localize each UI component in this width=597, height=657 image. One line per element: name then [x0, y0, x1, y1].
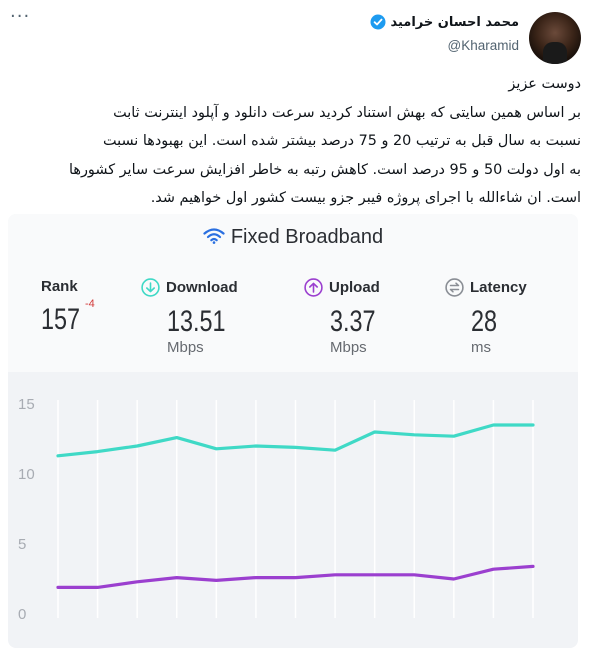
metric-rank: Rank 157 -4 — [41, 278, 95, 337]
download-label: Download — [166, 279, 238, 296]
author-name-row: محمد احسان خرامید — [370, 14, 519, 30]
rank-label: Rank — [41, 278, 78, 295]
rank-delta: -4 — [85, 298, 95, 310]
y-tick-label: 5 — [18, 536, 26, 553]
author-handle[interactable]: @Kharamid — [447, 38, 519, 53]
series-line-upload — [56, 564, 535, 589]
speed-chart[interactable]: 15 10 5 0 — [8, 372, 578, 648]
upload-value: 3.37 — [330, 305, 376, 338]
upload-label: Upload — [329, 279, 380, 296]
y-tick-label: 10 — [18, 466, 35, 483]
author-avatar[interactable] — [529, 12, 581, 64]
metric-download-head: Download — [141, 278, 242, 297]
upload-unit: Mbps — [330, 339, 367, 356]
tweet-author[interactable]: محمد احسان خرامید @Kharamid — [370, 12, 581, 64]
metric-latency-head: Latency — [445, 278, 527, 297]
rank-value: 157 — [41, 303, 81, 336]
tweet-text: دوست عزیز بر اساس همین سایتی که بهش استن… — [69, 76, 581, 206]
metric-latency: Latency 28 ms — [445, 278, 527, 356]
download-arrow-icon — [141, 278, 160, 297]
metric-upload-head: Upload — [304, 278, 388, 297]
series-line-download — [56, 423, 535, 458]
card-title-text: Fixed Broadband — [230, 226, 384, 248]
y-tick-label: 0 — [18, 606, 26, 623]
verified-badge-icon — [370, 14, 386, 30]
download-unit: Mbps — [167, 339, 204, 356]
speedtest-card[interactable]: Fixed Broadband Rank 157 -4 D — [8, 214, 578, 648]
download-value: 13.51 — [167, 305, 226, 338]
metric-rank-label: Rank — [41, 278, 91, 295]
metric-download: Download 13.51 Mbps — [141, 278, 242, 356]
latency-unit: ms — [471, 339, 491, 356]
latency-value: 28 — [471, 305, 498, 338]
card-summary: Fixed Broadband Rank 157 -4 D — [8, 214, 578, 372]
upload-arrow-icon — [304, 278, 323, 297]
latency-label: Latency — [470, 279, 527, 296]
metric-upload: Upload 3.37 Mbps — [304, 278, 388, 356]
speed-chart-svg: 15 10 5 0 — [18, 396, 535, 623]
wifi-icon — [203, 227, 225, 244]
latency-arrows-icon — [445, 278, 464, 297]
y-tick-label: 15 — [18, 396, 35, 413]
author-display-name[interactable]: محمد احسان خرامید — [390, 14, 519, 30]
card-title: Fixed Broadband — [8, 226, 578, 249]
more-options-button[interactable]: ··· — [10, 6, 31, 27]
author-name-block: محمد احسان خرامید @Kharamid — [370, 12, 519, 53]
